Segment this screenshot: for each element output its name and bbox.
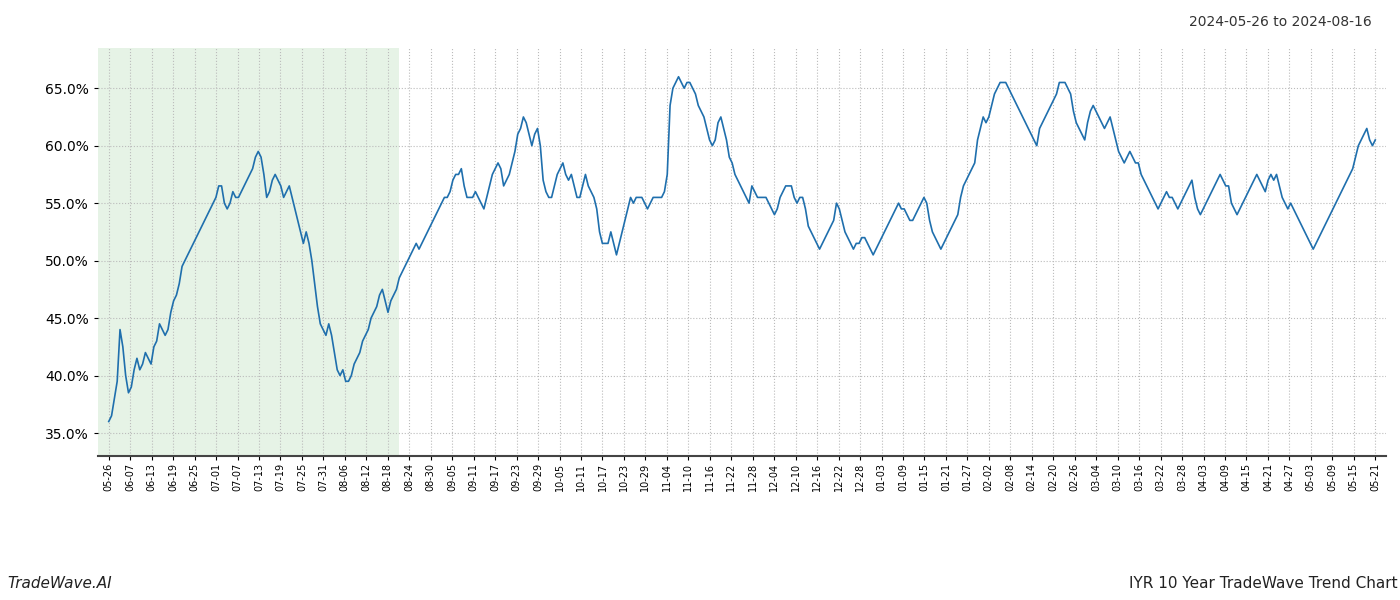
Text: IYR 10 Year TradeWave Trend Chart: IYR 10 Year TradeWave Trend Chart — [1128, 576, 1397, 591]
Bar — [98, 48, 399, 456]
Text: TradeWave.AI: TradeWave.AI — [7, 576, 112, 591]
Text: 2024-05-26 to 2024-08-16: 2024-05-26 to 2024-08-16 — [1189, 15, 1372, 29]
